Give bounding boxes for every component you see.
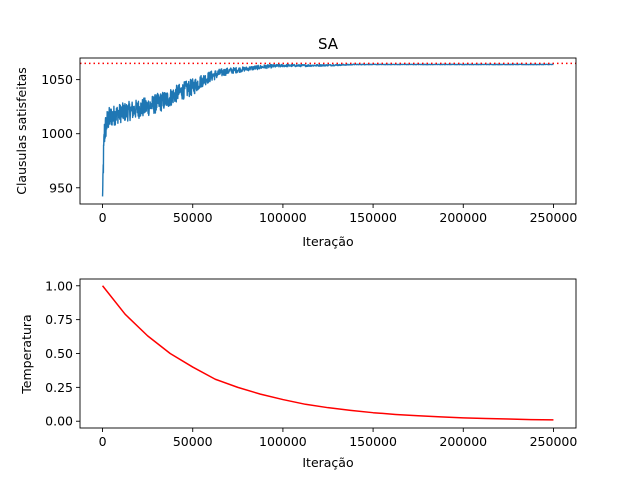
y-tick-label: 1.00 [45, 278, 73, 293]
x-tick-label: 0 [99, 434, 107, 449]
x-tick-label: 200000 [439, 434, 487, 449]
x-tick-label: 250000 [530, 210, 578, 225]
plot1-series-layer [101, 285, 554, 421]
y-tick-label: 0.00 [45, 414, 73, 429]
plot1-x-ticks: 0 50000 100000 150000 200000 250000 [99, 428, 578, 449]
plot0-y-axis-label: Clausulas satisfeitas [14, 67, 29, 195]
plot0-x-ticks: 0 50000 100000 150000 200000 250000 [99, 204, 578, 225]
y-tick-label: 950 [49, 180, 73, 195]
y-tick-label: 1000 [41, 126, 73, 141]
y-tick-label: 0.25 [45, 380, 73, 395]
x-tick-label: 50000 [173, 434, 213, 449]
x-tick-label: 100000 [259, 434, 307, 449]
x-tick-label: 0 [99, 210, 107, 225]
y-tick-label: 1050 [41, 72, 73, 87]
iterations-temperature-plot: 0 50000 100000 150000 200000 250000 0.000.250… [19, 278, 577, 470]
x-tick-label: 200000 [439, 210, 487, 225]
series-line-0 [101, 285, 554, 421]
y-tick-label: 0.50 [45, 346, 73, 361]
series-line-0 [101, 63, 554, 197]
x-tick-label: 100000 [259, 210, 307, 225]
x-tick-label: 250000 [530, 434, 578, 449]
plot0-x-axis-label: Iteração [302, 234, 353, 249]
x-tick-label: 150000 [349, 434, 397, 449]
y-tick-label: 0.75 [45, 312, 73, 327]
plot0-y-ticks: 950 1000 1050 [41, 72, 80, 195]
iterations-clauses-plot: SA 0 50000 100000 150000 200000 250000 950 100… [14, 35, 577, 249]
plot1-x-axis-label: Iteração [302, 455, 353, 470]
x-tick-label: 150000 [349, 210, 397, 225]
plot1-y-ticks: 0.00 0.25 0.50 0.75 1.00 [45, 278, 80, 429]
plot1-y-axis-label: Temperatura [19, 314, 34, 394]
plot0-frame [79, 57, 577, 205]
chart-title: SA [318, 35, 339, 53]
plot0-series-layer [80, 62, 576, 197]
x-tick-label: 50000 [173, 210, 213, 225]
